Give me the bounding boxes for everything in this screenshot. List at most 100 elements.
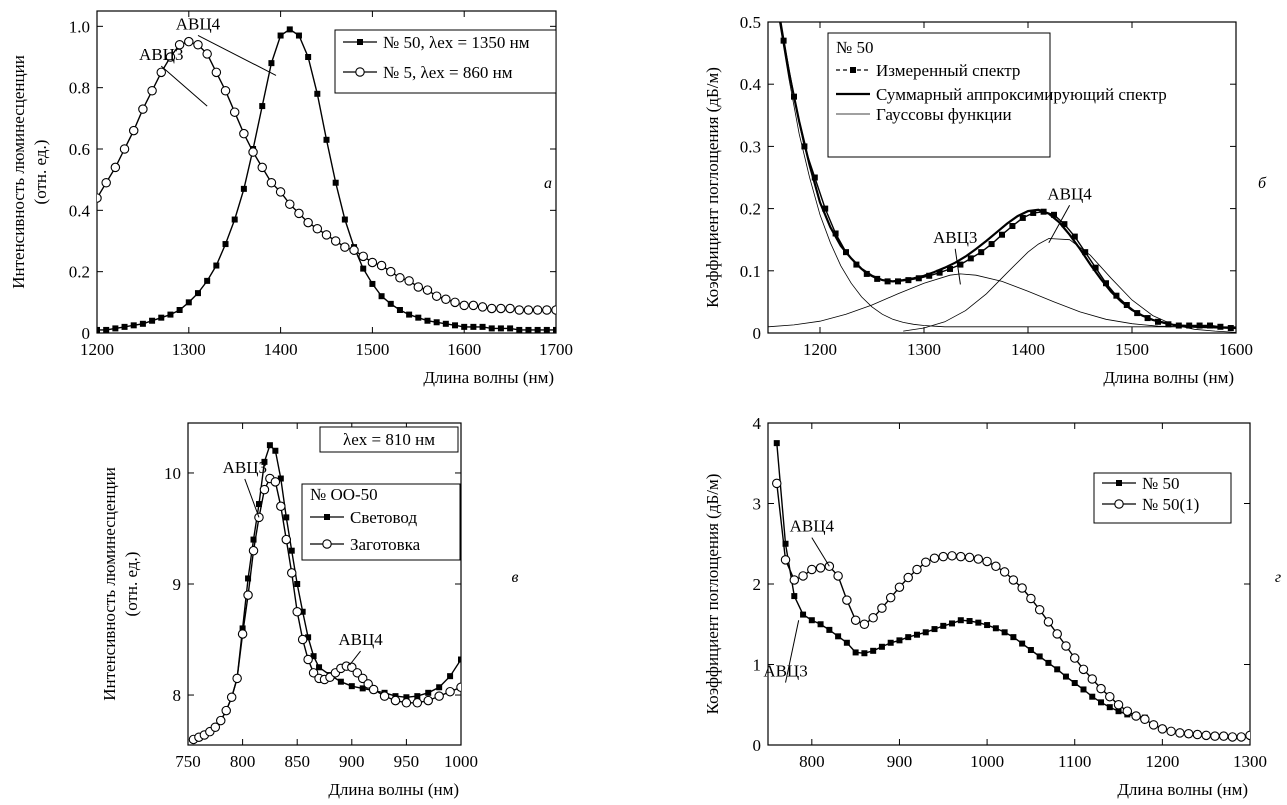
legend-entry: № 5, λex = 860 нм (383, 63, 513, 82)
data-point-circle (352, 668, 363, 678)
data-point-circle (101, 177, 111, 188)
annotation-label: АВЦ3 (139, 45, 183, 64)
data-point-circle (376, 260, 387, 271)
y-tick-label: 2 (753, 575, 762, 594)
legend-entry: Суммарный аппроксимирующий спектр (876, 85, 1167, 104)
data-point-circle (1052, 629, 1062, 639)
data-point-square (957, 617, 964, 624)
y-tick-label: 0.2 (69, 263, 90, 282)
data-point-circle (1183, 728, 1194, 739)
x-tick-label: 1000 (444, 752, 478, 771)
data-point-square (295, 32, 302, 39)
data-point-square (936, 269, 943, 276)
data-point-circle (266, 177, 277, 188)
series-line-2 (779, 22, 1236, 330)
data-point-square (360, 265, 367, 272)
data-point-square (470, 323, 477, 330)
chart-panel-c: 750 800 850 900 950 1000 8 9 10 Длина волны (нм) И… (100, 422, 519, 799)
y-tick-label: 3 (753, 495, 762, 514)
data-point-circle (413, 282, 424, 292)
data-point-square (1019, 214, 1026, 221)
annotation-label: АВЦ3 (763, 662, 807, 681)
data-point-square (1196, 322, 1203, 329)
data-point-square (861, 650, 868, 657)
series-group (772, 440, 1250, 742)
y-tick-label: 0.8 (69, 79, 90, 98)
data-point-circle (1026, 593, 1036, 604)
y-tick-label: 1.0 (69, 17, 90, 36)
y-tick-label: 0.3 (740, 137, 761, 156)
data-point-circle (903, 572, 913, 583)
data-point-square (332, 179, 339, 186)
data-point-square (112, 325, 119, 332)
data-point-square (1103, 280, 1109, 287)
data-point-circle (110, 162, 121, 173)
data-point-circle (347, 662, 357, 673)
legend-marker-square (324, 514, 330, 520)
data-point-square (967, 255, 974, 262)
data-point-square (1027, 647, 1034, 654)
annotation-label: АВЦ3 (223, 458, 267, 477)
data-point-circle (999, 567, 1010, 577)
data-point-square (1062, 673, 1069, 680)
data-point-square (272, 447, 279, 454)
data-point-circle (833, 571, 843, 581)
data-point-square (424, 317, 431, 324)
data-point-square (843, 639, 850, 646)
data-point-square (277, 475, 284, 482)
data-point-square (245, 575, 252, 582)
data-point-square (1036, 653, 1043, 660)
data-point-circle (1201, 730, 1211, 741)
x-tick-label: 900 (339, 752, 365, 771)
data-point-square (791, 593, 798, 600)
y-axis-label: Коэффициент поглощения (дБ/м) (703, 67, 722, 308)
data-point-square (283, 514, 290, 521)
data-point-circle (1131, 711, 1141, 721)
data-point-circle (450, 297, 460, 308)
data-point-circle (850, 615, 861, 625)
legend-entry: № 50, λex = 1350 нм (383, 33, 530, 52)
legend: № ОО-50 λex = 810 нм Световод Заготовка (301, 426, 461, 561)
data-point-circle (248, 545, 259, 556)
legend-entry: Заготовка (350, 535, 421, 554)
y-tick-label: 9 (173, 575, 182, 594)
x-tick-label: 950 (394, 752, 420, 771)
data-point-circle (404, 276, 414, 286)
data-point-square (348, 683, 355, 690)
data-point-square (266, 442, 273, 449)
series-group (768, 22, 1236, 333)
data-point-square (396, 307, 403, 313)
data-point-square (863, 270, 870, 277)
data-point-square (905, 634, 912, 641)
data-point-circle (477, 302, 488, 312)
data-point-circle (363, 679, 373, 689)
data-point-square (1106, 704, 1113, 711)
data-point-square (999, 231, 1005, 238)
data-point-circle (1017, 583, 1027, 593)
data-point-square (1054, 666, 1061, 673)
data-point-square (922, 629, 929, 636)
data-point-circle (445, 686, 455, 697)
data-point-square (288, 547, 295, 554)
data-point-square (1019, 640, 1026, 647)
data-point-circle (349, 245, 359, 255)
legend-box (334, 29, 557, 94)
data-point-square (525, 326, 532, 333)
data-point-square (286, 26, 293, 33)
data-point-circle (431, 291, 442, 301)
y-tick-label: 0 (753, 736, 762, 755)
data-point-square (947, 265, 953, 272)
data-point-circle (239, 128, 249, 139)
data-point-square (887, 639, 894, 646)
data-point-circle (297, 634, 308, 645)
x-tick-label: 1200 (80, 340, 114, 359)
legend-marker-square (850, 67, 856, 73)
data-point-square (204, 277, 211, 284)
data-point-circle (456, 682, 461, 693)
data-point-square (1001, 629, 1008, 636)
data-point-circle (973, 554, 984, 564)
data-point-circle (221, 705, 231, 716)
data-point-circle (237, 629, 248, 639)
data-point-circle (1113, 699, 1124, 710)
data-point-square (1082, 249, 1089, 256)
